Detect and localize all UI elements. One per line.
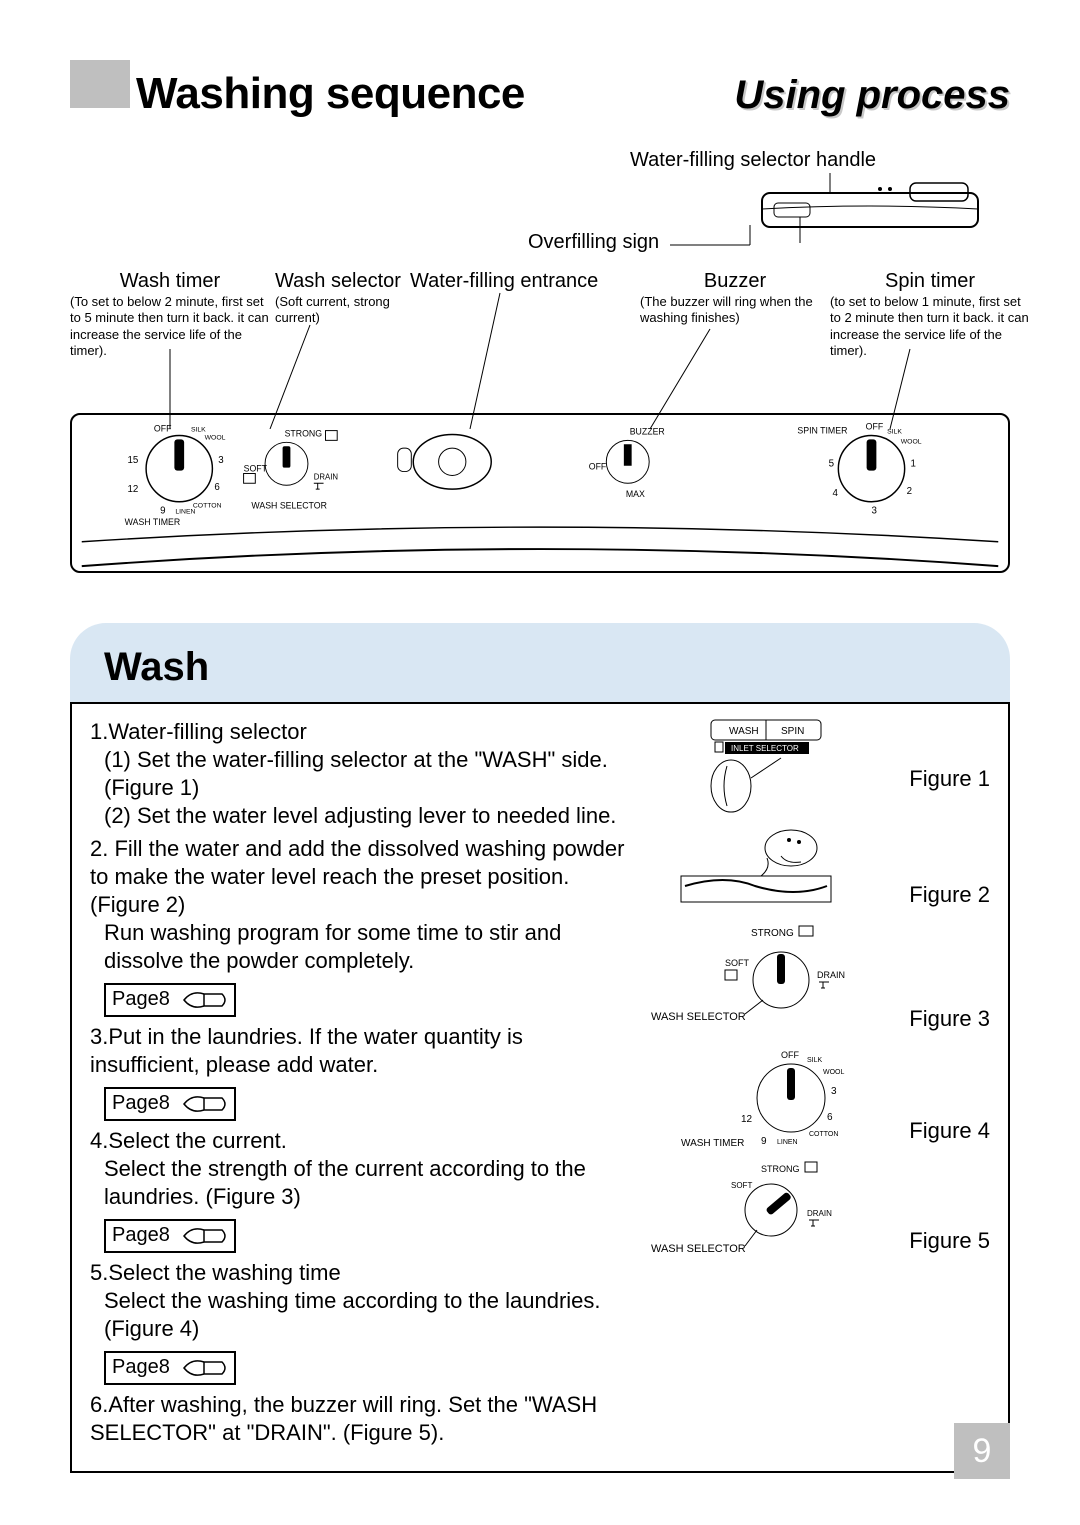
svg-text:WASH TIMER: WASH TIMER (681, 1138, 744, 1149)
step1a: (1) Set the water-filling selector at th… (104, 746, 631, 802)
figure4-illustration: OFF SILK WOOL 3 6 COTTON LINEN 9 12 WASH… (681, 1044, 881, 1154)
page-ref-4: Page8 (104, 1351, 236, 1385)
svg-text:COTTON: COTTON (809, 1131, 838, 1138)
svg-text:4: 4 (833, 488, 839, 499)
hand-icon (182, 1224, 228, 1248)
svg-text:OFF: OFF (154, 424, 172, 434)
svg-text:LINEN: LINEN (175, 508, 195, 515)
svg-text:WASH TIMER: WASH TIMER (125, 517, 181, 527)
figure4-label: Figure 4 (909, 1118, 990, 1144)
wash-banner: Wash (70, 623, 1010, 702)
svg-text:OFF: OFF (589, 462, 607, 472)
svg-text:MAX: MAX (626, 489, 645, 499)
svg-text:DRAIN: DRAIN (314, 472, 338, 481)
step4-head: 4.Select the current. (90, 1127, 631, 1155)
svg-text:SILK: SILK (191, 427, 206, 434)
svg-text:WASH: WASH (729, 726, 759, 737)
svg-text:5: 5 (829, 459, 835, 470)
step5: Select the washing time according to the… (104, 1287, 631, 1343)
page-ref-2: Page8 (104, 1087, 236, 1121)
page-ref-1: Page8 (104, 983, 236, 1017)
svg-text:STRONG: STRONG (285, 428, 323, 438)
figure3-label: Figure 3 (909, 1006, 990, 1032)
svg-text:1: 1 (911, 459, 916, 470)
svg-text:9: 9 (761, 1136, 767, 1147)
figure1-illustration: WASH SPIN INLET SELECTOR (681, 718, 841, 818)
svg-text:6: 6 (827, 1112, 833, 1123)
figure5-illustration: STRONG SOFT DRAIN WASH SELECTOR (651, 1160, 871, 1260)
page-title-left: Washing sequence (136, 69, 525, 119)
page-ref-3: Page8 (104, 1219, 236, 1253)
figure2-illustration (661, 828, 851, 908)
overfilling-label: Overfilling sign (528, 231, 659, 254)
svg-text:6: 6 (214, 482, 219, 493)
svg-text:WOOL: WOOL (901, 438, 922, 445)
leader-lines-callouts (70, 269, 1030, 429)
callout-row: Wash timer (To set to below 2 minute, fi… (70, 269, 1010, 409)
page-number: 9 (954, 1423, 1010, 1479)
svg-text:12: 12 (127, 484, 138, 495)
step4: Select the strength of the current accor… (104, 1155, 631, 1211)
page-title-right: Using process (734, 73, 1010, 118)
svg-text:LINEN: LINEN (777, 1139, 798, 1146)
step5-head: 5.Select the washing time (90, 1259, 631, 1287)
svg-text:SILK: SILK (807, 1057, 823, 1064)
svg-text:WOOL: WOOL (823, 1069, 844, 1076)
figure1-label: Figure 1 (909, 766, 990, 792)
wash-section: Wash 1.Water-filling selector (1) Set th… (70, 623, 1010, 1473)
step1b: (2) Set the water level adjusting lever … (104, 802, 631, 830)
svg-text:SPIN TIMER: SPIN TIMER (797, 426, 847, 436)
svg-text:15: 15 (127, 455, 138, 466)
svg-text:3: 3 (872, 505, 877, 516)
control-panel-diagram: OFF SILK WOOL 3 6 COTTON LINEN 9 12 15 W… (70, 413, 1010, 573)
svg-text:SPIN: SPIN (781, 726, 804, 737)
figure5-label: Figure 5 (909, 1228, 990, 1254)
svg-text:SOFT: SOFT (244, 464, 268, 474)
svg-text:12: 12 (741, 1114, 753, 1125)
svg-text:STRONG: STRONG (761, 1164, 800, 1174)
header-accent-block (70, 60, 130, 108)
svg-text:INLET SELECTOR: INLET SELECTOR (731, 744, 799, 753)
svg-text:WASH SELECTOR: WASH SELECTOR (251, 501, 326, 511)
svg-text:SOFT: SOFT (725, 958, 750, 968)
figures-column: WASH SPIN INLET SELECTOR Figure 1 (641, 718, 990, 1451)
svg-text:OFF: OFF (866, 422, 884, 432)
svg-text:BUZZER: BUZZER (630, 427, 665, 437)
step6: 6.After washing, the buzzer will ring. S… (90, 1391, 631, 1447)
step2b: Run washing program for some time to sti… (104, 919, 631, 975)
svg-text:WOOL: WOOL (205, 434, 226, 441)
steps-text: 1.Water-filling selector (1) Set the wat… (90, 718, 631, 1451)
step1-head: 1.Water-filling selector (90, 718, 631, 746)
svg-text:3: 3 (831, 1086, 837, 1097)
svg-text:3: 3 (218, 455, 223, 466)
figure3-illustration: STRONG SOFT DRAIN WASH SELECTOR (651, 924, 871, 1034)
steps-box: 1.Water-filling selector (1) Set the wat… (70, 702, 1010, 1473)
figure2-label: Figure 2 (909, 882, 990, 908)
svg-text:2: 2 (907, 486, 912, 497)
svg-text:WASH SELECTOR: WASH SELECTOR (651, 1011, 746, 1023)
svg-text:STRONG: STRONG (751, 928, 794, 939)
step3: 3.Put in the laundries. If the water qua… (90, 1023, 631, 1079)
hand-icon (182, 1092, 228, 1116)
hand-icon (182, 988, 228, 1012)
svg-text:OFF: OFF (781, 1050, 799, 1060)
wash-heading: Wash (104, 645, 976, 690)
svg-text:COTTON: COTTON (193, 503, 222, 510)
header-row: Washing sequence Using process (70, 60, 1010, 119)
step2: 2. Fill the water and add the dissolved … (90, 835, 631, 919)
svg-text:9: 9 (160, 505, 165, 516)
svg-text:WASH SELECTOR: WASH SELECTOR (651, 1243, 746, 1255)
top-handle-area: Water-filling selector handle Overfillin… (70, 149, 1010, 269)
hand-icon (182, 1356, 228, 1380)
svg-text:SOFT: SOFT (731, 1181, 752, 1190)
svg-text:DRAIN: DRAIN (817, 970, 845, 980)
svg-text:DRAIN: DRAIN (807, 1209, 832, 1218)
svg-text:SILK: SILK (887, 429, 902, 436)
